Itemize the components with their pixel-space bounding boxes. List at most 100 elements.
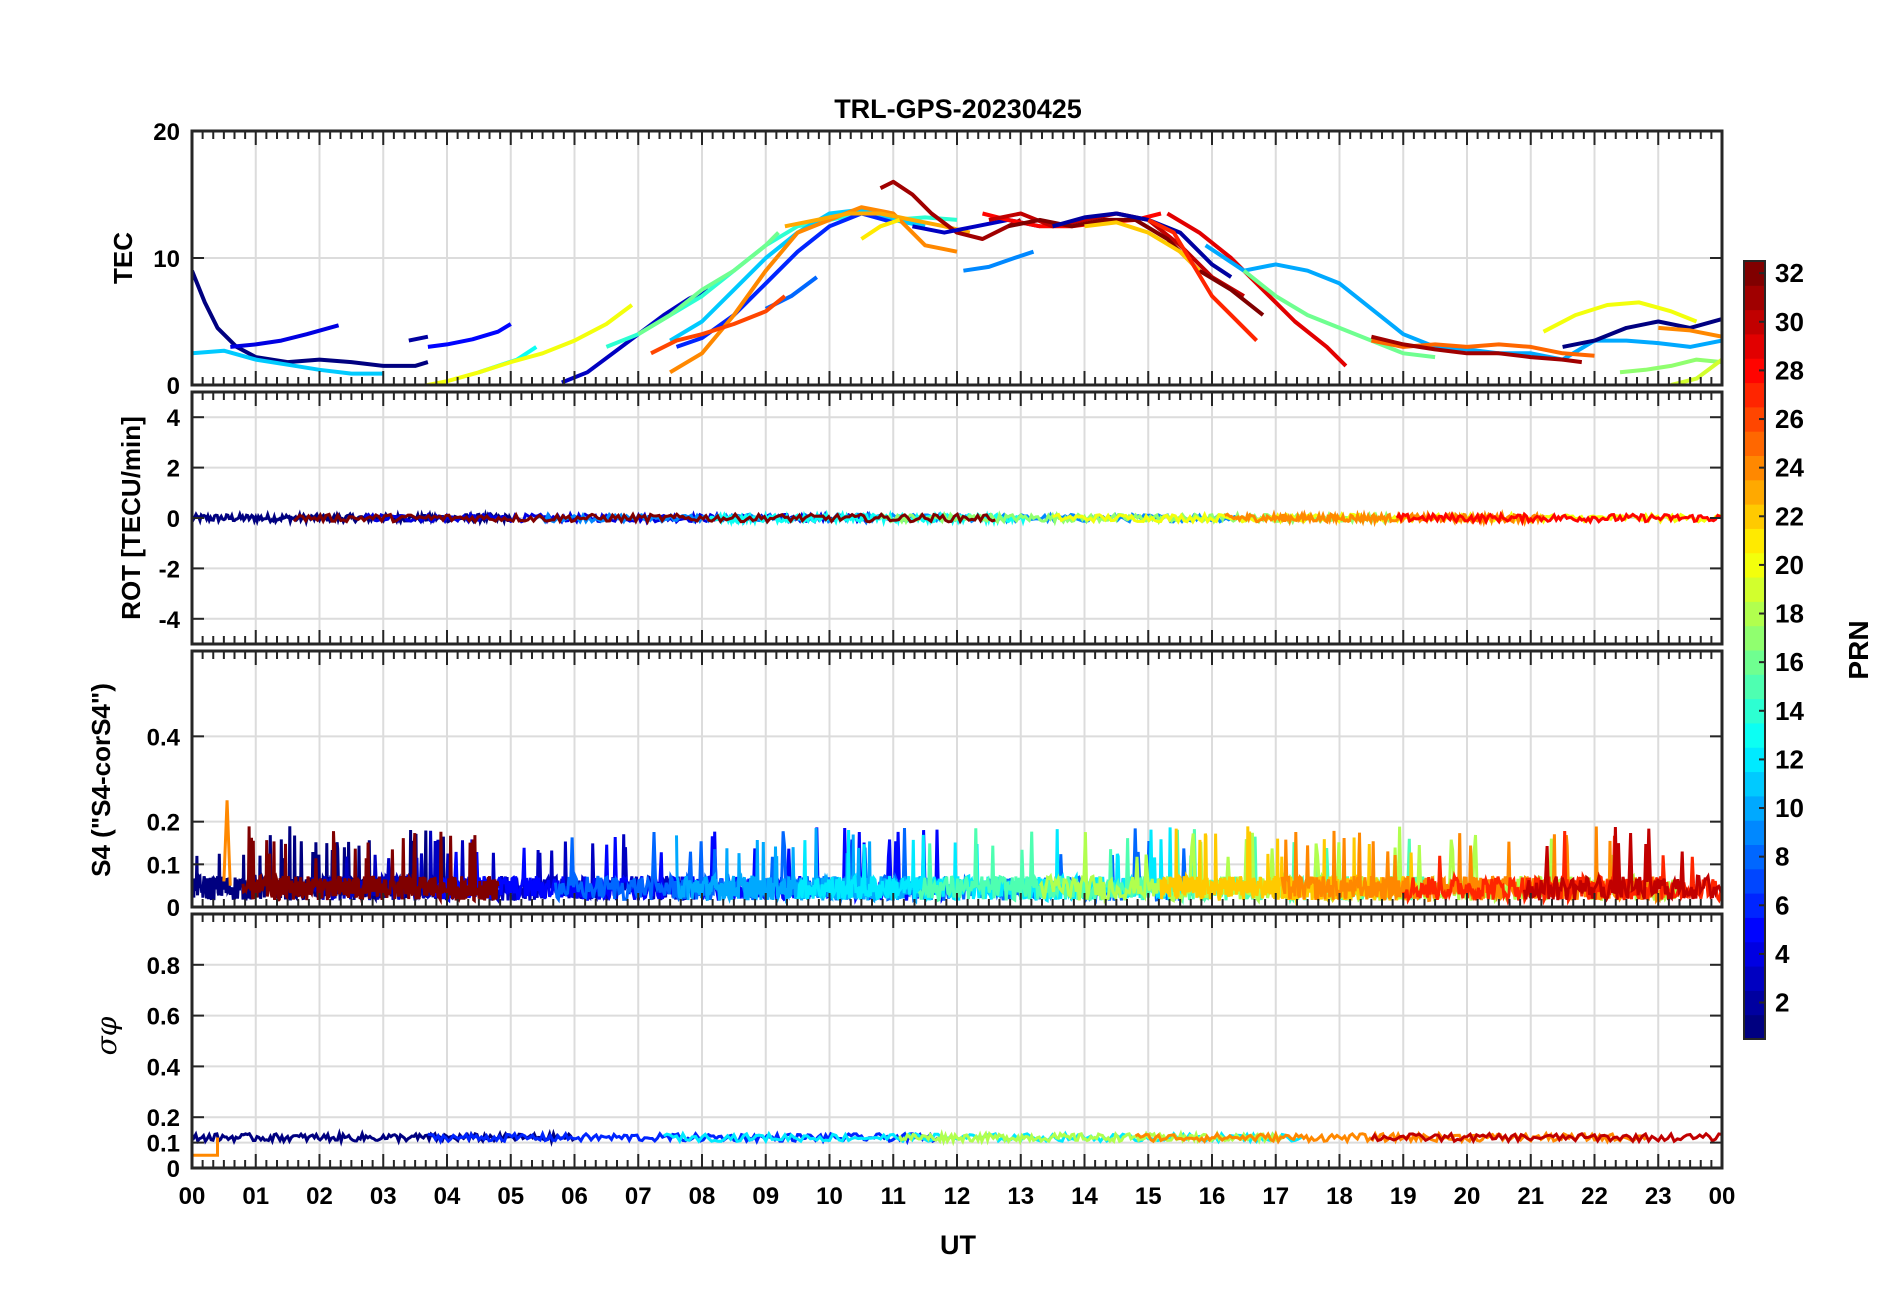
x-tick-label: 22 [1581, 1183, 1608, 1210]
sigma-ytick-label: 0.1 [147, 1131, 180, 1158]
colorbar-tick-label: 4 [1775, 939, 1790, 969]
rot-ytick-label: 0 [167, 506, 180, 533]
colorbar-cell [1744, 309, 1765, 335]
x-tick-label: 08 [689, 1183, 716, 1210]
colorbar-tick-label: 24 [1775, 453, 1804, 483]
colorbar-cell [1744, 650, 1765, 675]
s4-series-line [241, 826, 500, 906]
panel-tec: 0 10 20 TEC [108, 119, 1724, 400]
sigma-series [192, 1128, 1722, 1157]
colorbar-tick-label: 14 [1775, 696, 1804, 726]
tec-series-line [427, 322, 512, 349]
s4-ytick-label: 0.2 [147, 810, 180, 837]
x-tick-label: 15 [1135, 1183, 1162, 1210]
colorbar-cell [1744, 528, 1765, 554]
colorbar-cell [1744, 625, 1765, 651]
colorbar-cell [1744, 333, 1765, 359]
tec-series-line [192, 348, 384, 376]
x-tick-label: 21 [1517, 1183, 1544, 1210]
s4-ytick-label: 0.4 [147, 724, 181, 751]
rot-ytick-label: -2 [159, 556, 180, 583]
tec-series-line [1542, 300, 1698, 334]
colorbar-cell [1744, 358, 1765, 384]
colorbar-cell [1744, 552, 1765, 578]
tec-series-line [417, 303, 634, 385]
rot-series-line [1395, 510, 1722, 527]
x-tick-label: 04 [434, 1183, 461, 1210]
x-tick-label: 05 [497, 1183, 524, 1210]
sigma-ytick-label: 0 [167, 1156, 180, 1183]
panel-sigma: 00.10.2 0.4 0.6 0.8 σφ [90, 912, 1724, 1183]
s4-ytick-label: 0 [167, 895, 180, 922]
colorbar-tick-label: 10 [1775, 793, 1804, 823]
rot-ytick-label: 4 [167, 405, 181, 432]
colorbar-label: PRN [1843, 620, 1874, 679]
tec-series-line [192, 269, 429, 368]
colorbar-tick-label: 16 [1775, 647, 1804, 677]
tec-series-line [1658, 325, 1722, 339]
tec-series-line [408, 334, 429, 343]
colorbar-frame [1743, 260, 1766, 1040]
x-tick-label: 20 [1454, 1183, 1481, 1210]
s4-ytick-labels: 0 0.1 0.2 0.4 [147, 724, 181, 922]
tec-series-line [1007, 217, 1265, 317]
tec-series-line [879, 179, 1022, 241]
rot-series [192, 509, 1722, 528]
colorbar-cells [1744, 261, 1765, 1040]
s4-ticks [191, 651, 1723, 908]
colorbar-tick-label: 12 [1775, 744, 1804, 774]
x-tick-label: 13 [1007, 1183, 1034, 1210]
tec-ytick-label: 0 [167, 373, 180, 400]
x-tick-label: 19 [1390, 1183, 1417, 1210]
x-tick-label: 18 [1326, 1183, 1353, 1210]
colorbar-tick-label: 18 [1775, 599, 1804, 629]
colorbar-tick-label: 22 [1775, 501, 1804, 531]
colorbar-cell [1744, 504, 1765, 529]
panel-rot: -4 -2 0 2 4 ROT [TECU/min] [116, 390, 1724, 646]
tec-ytick-labels: 0 10 20 [153, 119, 180, 400]
colorbar-cell [1744, 577, 1765, 602]
colorbar-cell [1744, 844, 1765, 870]
s4-ylabel: S4 ("S4-corS4") [86, 683, 116, 877]
x-tick-label: 00 [1709, 1183, 1736, 1210]
colorbar-cell [1744, 941, 1765, 967]
x-tick-label: 01 [242, 1183, 269, 1210]
colorbar-cell [1744, 795, 1765, 821]
colorbar-cell [1744, 990, 1765, 1016]
tec-series-line [1619, 357, 1722, 375]
tec-series-line [1562, 317, 1722, 349]
rot-ytick-label: -4 [159, 607, 181, 634]
sigma-ytick-label: 0.6 [147, 1004, 180, 1031]
x-tick-label: 16 [1199, 1183, 1226, 1210]
x-tick-label: 10 [816, 1183, 843, 1210]
colorbar-cell [1744, 479, 1765, 505]
x-tick-label: 02 [306, 1183, 333, 1210]
x-tick-label: 06 [561, 1183, 588, 1210]
colorbar-tick-label: 32 [1775, 258, 1804, 288]
x-tick-label: 03 [370, 1183, 397, 1210]
tec-series [192, 179, 1722, 385]
chart-title: TRL-GPS-20230425 [834, 94, 1082, 124]
x-tick-label: 14 [1071, 1183, 1098, 1210]
colorbar-cell [1744, 868, 1765, 894]
colorbar-cell [1744, 431, 1765, 456]
tec-series-line [1242, 269, 1436, 360]
colorbar-cell [1744, 893, 1765, 918]
rot-series-line [292, 511, 996, 526]
colorbar-cell [1744, 966, 1765, 991]
tec-series-line [1166, 211, 1348, 368]
tec-series-line [637, 231, 780, 336]
x-tick-label: 00 [179, 1183, 206, 1210]
s4-series-line [1522, 826, 1722, 903]
colorbar-cell [1744, 406, 1765, 432]
colorbar-tick-label: 8 [1775, 842, 1789, 872]
sigma-ytick-label: 0.2 [147, 1105, 180, 1132]
tec-series-line [860, 218, 901, 241]
tec-ticks [191, 130, 1723, 386]
s4-series [192, 800, 1722, 906]
sigma-series-line [427, 1129, 939, 1146]
tec-series-line [669, 205, 958, 375]
